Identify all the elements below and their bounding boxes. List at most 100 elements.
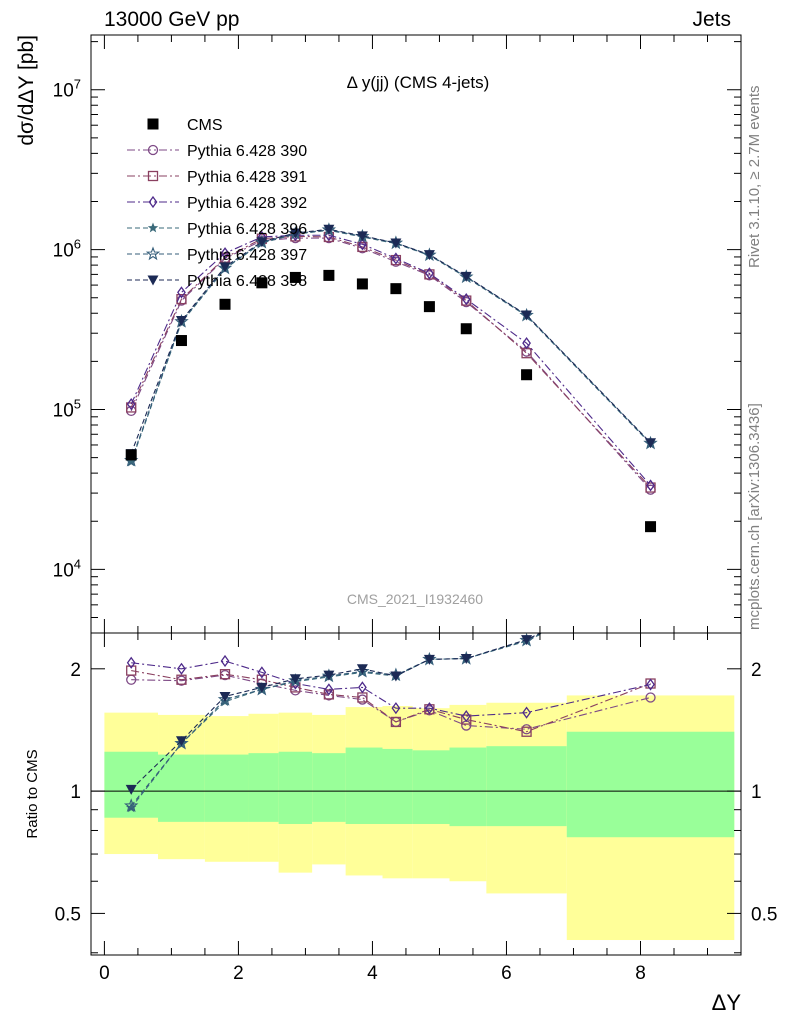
ratio-point bbox=[175, 736, 187, 747]
y-tick-label: 105 bbox=[53, 397, 81, 422]
x-tick-label: 8 bbox=[635, 963, 646, 984]
ratio-line bbox=[131, 660, 651, 717]
ratio-point bbox=[390, 671, 402, 682]
series-line bbox=[130, 234, 651, 486]
inner-band-bin bbox=[248, 753, 279, 822]
inner-band-bin bbox=[486, 746, 567, 827]
data-point bbox=[220, 247, 230, 260]
data-point bbox=[176, 294, 187, 305]
ratio-point bbox=[126, 802, 137, 813]
ratio-line bbox=[130, 633, 544, 807]
plot-title: Δ y(jj) (CMS 4-jets) bbox=[347, 73, 490, 92]
ratio-point bbox=[460, 654, 472, 665]
ratio-point bbox=[176, 674, 187, 685]
inner-band-bin bbox=[312, 753, 346, 822]
data-point bbox=[390, 283, 402, 295]
y-tick-label: 104 bbox=[53, 556, 81, 581]
data-point bbox=[645, 482, 656, 493]
data-point bbox=[521, 369, 533, 381]
chart-texts: 104 105 106 107 0.5 0.5 1 1 2 2 0 2 4 6 8 ΔY dσ/dΔY [pb]… bbox=[15, 35, 777, 1015]
y-tick-label: 106 bbox=[53, 237, 81, 262]
ratio-point bbox=[324, 683, 334, 696]
ratio-point bbox=[126, 656, 136, 669]
ratio-point bbox=[257, 666, 267, 679]
ratio-y-tick-label-right: 2 bbox=[751, 660, 762, 681]
series-line bbox=[130, 235, 651, 488]
series-line bbox=[130, 228, 651, 454]
data-point bbox=[461, 293, 471, 306]
ratio-point bbox=[219, 669, 231, 680]
ratio-point bbox=[390, 716, 402, 728]
data-point bbox=[219, 262, 231, 273]
inner-band-bin bbox=[449, 747, 487, 827]
ratio-line bbox=[131, 674, 651, 730]
data-point bbox=[522, 337, 531, 350]
axes-group bbox=[90, 34, 742, 956]
data-point bbox=[425, 267, 434, 280]
data-point bbox=[645, 521, 657, 533]
ratio-point bbox=[645, 576, 656, 586]
data-point bbox=[289, 271, 301, 283]
ratio-point bbox=[645, 575, 656, 585]
ratio-point bbox=[522, 706, 531, 719]
x-axis-title: ΔY bbox=[712, 990, 742, 1015]
x-tick-label: 4 bbox=[367, 963, 378, 984]
ratio-point bbox=[645, 692, 656, 703]
ratio-point bbox=[323, 670, 335, 681]
data-point bbox=[646, 479, 655, 492]
ratio-point bbox=[645, 574, 656, 585]
ratio-y-tick-label-right: 1 bbox=[751, 782, 762, 803]
ratio-point bbox=[646, 678, 655, 691]
ratio-point bbox=[425, 702, 434, 715]
data-point bbox=[323, 224, 335, 235]
ratio-y-tick-label-right: 0.5 bbox=[751, 904, 777, 925]
ratio-series-group bbox=[124, 574, 656, 813]
data-point bbox=[460, 271, 472, 282]
legend-marker bbox=[145, 246, 161, 261]
ratio-point bbox=[391, 702, 401, 715]
data-point bbox=[126, 456, 137, 467]
data-point bbox=[521, 310, 533, 321]
data-point bbox=[357, 241, 368, 253]
ratio-point bbox=[124, 798, 139, 812]
ratio-point bbox=[220, 654, 230, 668]
legend-entry-label: Pythia 6.428 396 bbox=[187, 221, 307, 238]
data-point bbox=[323, 269, 335, 281]
legend-marker bbox=[147, 222, 159, 233]
ratio-point bbox=[357, 681, 367, 694]
ratio-point bbox=[461, 709, 471, 723]
data-point bbox=[357, 238, 367, 251]
data-point bbox=[289, 228, 301, 239]
ratio-point bbox=[461, 714, 472, 725]
data-point bbox=[175, 335, 187, 347]
ratio-line bbox=[130, 633, 542, 790]
data-point bbox=[175, 316, 187, 327]
ratio-y-tick-label: 2 bbox=[70, 660, 81, 681]
ratio-point bbox=[219, 691, 231, 702]
legend-entry-label: Pythia 6.428 392 bbox=[187, 195, 307, 212]
ratio-point bbox=[356, 664, 368, 675]
legend-marker bbox=[147, 118, 159, 130]
data-point bbox=[645, 438, 657, 449]
data-point bbox=[390, 238, 402, 249]
inner-band-bin bbox=[278, 751, 313, 824]
legend-entry-label: CMS bbox=[187, 117, 223, 134]
data-point bbox=[391, 252, 401, 265]
ratio-plot-frame bbox=[90, 632, 742, 956]
ratio-uncertainty-bands bbox=[91, 695, 741, 941]
data-point bbox=[256, 237, 268, 248]
y-tick-label: 107 bbox=[53, 77, 81, 102]
ratio-point bbox=[217, 692, 233, 706]
data-point bbox=[177, 286, 186, 299]
inner-band-bin bbox=[204, 754, 249, 822]
data-point bbox=[256, 277, 268, 289]
legend-entry-label: Pythia 6.428 397 bbox=[187, 247, 307, 264]
inner-band-bin bbox=[412, 750, 450, 824]
ratio-point bbox=[125, 784, 137, 795]
inner-band-bin bbox=[382, 748, 413, 824]
inner-band-bin bbox=[345, 747, 383, 824]
x-tick-label: 2 bbox=[233, 963, 244, 984]
inner-band-bin bbox=[566, 731, 735, 838]
ratio-point bbox=[126, 665, 137, 676]
